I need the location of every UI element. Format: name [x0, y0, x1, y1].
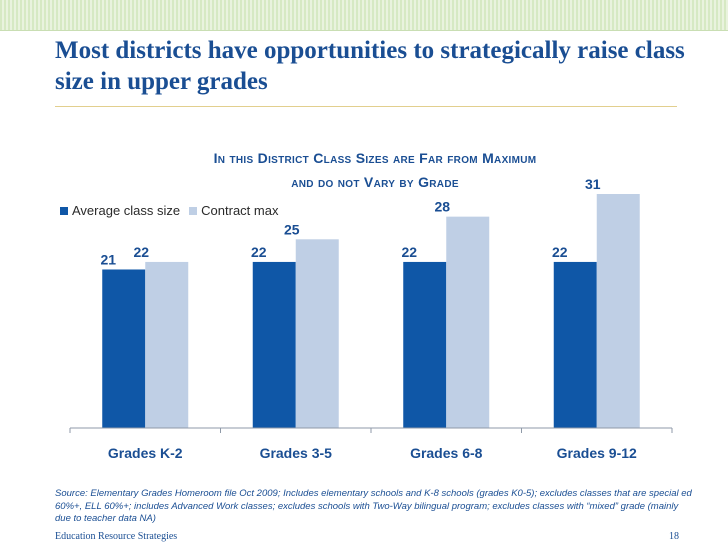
bar-contract-2	[295, 239, 339, 428]
header-stripe	[0, 0, 728, 31]
chart-title: In this District Class Sizes are Far fro…	[110, 146, 640, 194]
page-number: 18	[669, 531, 679, 542]
bar-average-3	[403, 261, 447, 428]
data-label-contract-2: 25	[284, 221, 300, 237]
title-divider	[55, 106, 677, 107]
data-label-average-3: 22	[401, 244, 417, 260]
x-tick-label-4: Grades 9-12	[557, 445, 637, 461]
footer-org: Education Resource Strategies	[55, 531, 178, 542]
legend-swatch-average	[60, 206, 68, 215]
source-note: Source: Elementary Grades Homeroom file …	[55, 488, 692, 524]
bar-average-1	[102, 269, 146, 428]
chart-title-line-1: In this District Class Sizes are Far fro…	[213, 150, 537, 166]
page-title: Most districts have opportunities to str…	[55, 37, 685, 95]
x-tick-label-1: Grades K-2	[108, 445, 183, 461]
bar-average-4	[553, 261, 597, 428]
bar-contract-4	[596, 194, 640, 428]
chart-legend: Average class size Contract max	[60, 203, 287, 218]
data-label-contract-1: 22	[133, 244, 149, 260]
data-label-average-1: 21	[100, 251, 116, 267]
header-stripe-line	[0, 30, 728, 31]
x-tick-label-2: Grades 3-5	[260, 445, 333, 461]
legend-item-contract: Contract max	[189, 203, 278, 218]
x-tick-label-3: Grades 6-8	[410, 445, 483, 461]
bar-contract-3	[446, 216, 490, 428]
legend-swatch-contract	[189, 206, 198, 215]
legend-item-average: Average class size	[60, 203, 180, 218]
bar-average-2	[252, 261, 296, 428]
bar-contract-1	[145, 261, 189, 428]
chart-title-line-2: and do not Vary by Grade	[291, 174, 459, 190]
legend-label-average: Average class size	[72, 203, 181, 218]
data-label-average-4: 22	[552, 244, 568, 260]
legend-label-contract: Contract max	[201, 203, 279, 218]
data-label-contract-3: 28	[434, 199, 450, 215]
data-label-average-2: 22	[251, 244, 267, 260]
data-label-contract-4: 31	[585, 176, 601, 192]
